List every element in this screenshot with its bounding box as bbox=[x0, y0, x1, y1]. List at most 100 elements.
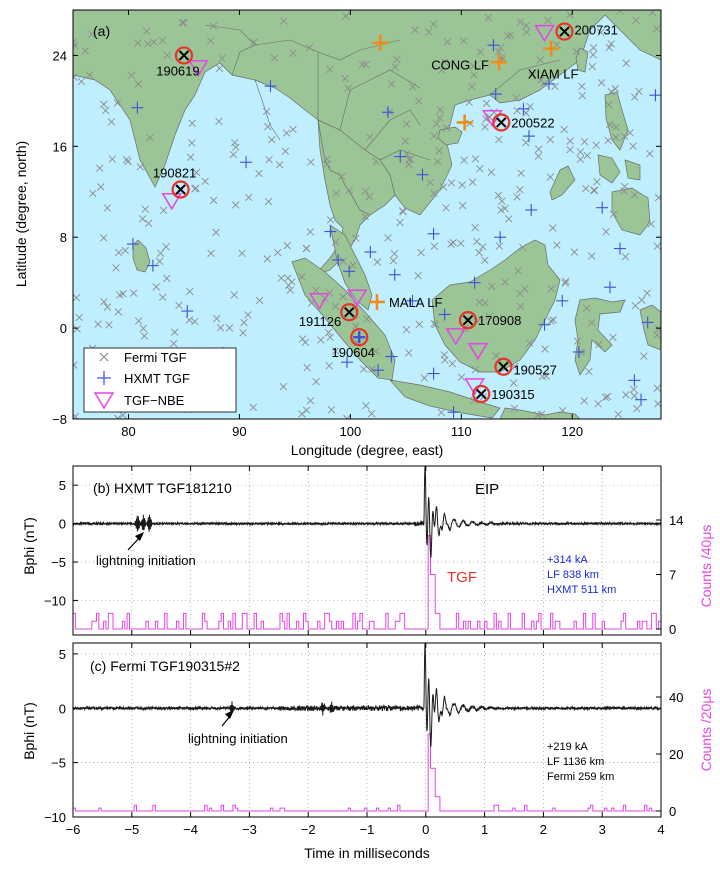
land-sulawesi bbox=[574, 297, 626, 376]
fermi-tgf-marker bbox=[331, 238, 340, 246]
hxmt-tgf-marker bbox=[489, 88, 502, 101]
fermi-tgf-marker bbox=[582, 184, 590, 193]
fermi-tgf-marker bbox=[561, 279, 569, 287]
fermi-tgf-marker bbox=[605, 43, 613, 52]
fermi-tgf-marker bbox=[323, 160, 331, 168]
fermi-tgf-marker bbox=[597, 79, 606, 87]
right-tick-label: 7 bbox=[669, 568, 676, 583]
fermi-tgf-marker bbox=[476, 48, 485, 56]
fermi-tgf-marker bbox=[437, 408, 446, 417]
fermi-tgf-marker bbox=[344, 84, 352, 93]
fermi-tgf-marker bbox=[430, 242, 439, 250]
fermi-tgf-marker bbox=[331, 347, 340, 355]
fermi-tgf-marker bbox=[640, 352, 648, 360]
fermi-tgf-marker bbox=[103, 204, 112, 212]
fermi-tgf-marker bbox=[481, 256, 489, 265]
fermi-tgf-marker bbox=[100, 234, 108, 242]
panel-b-lf-distance: LF 838 km bbox=[547, 569, 599, 581]
fermi-tgf-marker bbox=[396, 218, 404, 227]
hxmt-tgf-marker bbox=[394, 150, 407, 163]
fermi-tgf-marker bbox=[603, 392, 612, 401]
fermi-tgf-marker bbox=[384, 234, 392, 242]
fermi-tgf-marker bbox=[107, 118, 116, 126]
hxmt-tgf-marker bbox=[556, 294, 569, 307]
x-tick-label: −6 bbox=[66, 822, 81, 837]
fermi-tgf-marker bbox=[77, 77, 86, 86]
fermi-tgf-marker bbox=[185, 316, 194, 324]
fermi-tgf-marker bbox=[277, 274, 285, 282]
fermi-tgf-marker bbox=[387, 80, 396, 88]
fermi-tgf-marker bbox=[607, 88, 616, 96]
fermi-tgf-marker bbox=[465, 98, 473, 107]
fermi-tgf-marker bbox=[602, 228, 610, 236]
fermi-tgf-marker bbox=[566, 145, 574, 154]
event-label: 191126 bbox=[299, 314, 341, 329]
panel-c-label: (c) Fermi TGF190315#2 bbox=[90, 658, 240, 674]
fermi-tgf-marker bbox=[298, 335, 307, 343]
fermi-tgf-marker bbox=[429, 20, 438, 28]
tgf-event-marker bbox=[492, 113, 511, 132]
hxmt-tgf-marker bbox=[494, 231, 507, 244]
tgf-event-marker bbox=[350, 328, 369, 347]
fermi-tgf-marker bbox=[653, 384, 661, 392]
fermi-tgf-marker bbox=[589, 44, 598, 52]
panel-b-initiation-arrow bbox=[127, 532, 144, 551]
fermi-tgf-marker bbox=[580, 397, 588, 405]
fermi-tgf-marker bbox=[605, 101, 613, 109]
hxmt-tgf-marker bbox=[324, 225, 337, 238]
fermi-tgf-marker bbox=[620, 182, 629, 191]
event-markers: 200731 190619 200522 190821 191126 190604 1709… bbox=[153, 22, 618, 404]
fermi-tgf-marker bbox=[653, 24, 661, 33]
fermi-tgf-marker bbox=[225, 324, 234, 332]
fermi-tgf-marker bbox=[468, 178, 477, 186]
fermi-tgf-marker bbox=[108, 155, 117, 163]
fermi-tgf-marker bbox=[440, 351, 448, 359]
land-visayas bbox=[597, 154, 641, 184]
x-tick-label: −2 bbox=[301, 822, 316, 837]
y-tick-label: −10 bbox=[44, 593, 66, 608]
fermi-tgf-marker bbox=[303, 363, 311, 372]
fermi-tgf-marker bbox=[587, 319, 596, 327]
fermi-tgf-marker bbox=[391, 63, 399, 71]
fermi-tgf-marker bbox=[209, 196, 218, 205]
fermi-tgf-marker bbox=[561, 277, 570, 286]
fermi-tgf-marker bbox=[435, 147, 443, 155]
fermi-tgf-marker bbox=[560, 125, 568, 134]
fermi-tgf-marker bbox=[448, 359, 457, 368]
fermi-tgf-marker bbox=[169, 339, 178, 348]
fermi-tgf-marker bbox=[207, 249, 215, 258]
fermi-tgf-marker bbox=[479, 243, 487, 251]
fermi-tgf-marker bbox=[620, 132, 629, 140]
hxmt-tgf-marker bbox=[416, 168, 429, 181]
y-tick-label: 0 bbox=[59, 701, 66, 716]
fermi-tgf-marker bbox=[136, 163, 145, 171]
fermi-tgf-marker bbox=[505, 215, 513, 223]
land-borneo bbox=[431, 239, 561, 373]
fermi-tgf-marker bbox=[302, 244, 311, 253]
fermi-tgf-marker bbox=[361, 187, 370, 195]
fermi-tgf-marker bbox=[401, 137, 410, 145]
right-tick-label: 14 bbox=[669, 513, 683, 528]
fermi-tgf-marker bbox=[430, 132, 438, 140]
lf-station-marker bbox=[543, 40, 560, 57]
fermi-tgf-marker bbox=[332, 189, 341, 198]
fermi-tgf-marker bbox=[457, 373, 466, 381]
fermi-tgf-marker bbox=[594, 400, 602, 408]
fermi-tgf-marker bbox=[358, 60, 367, 69]
hxmt-tgf-marker bbox=[438, 308, 451, 321]
tgf-nbe-marker bbox=[467, 342, 489, 361]
right-tick-label: 0 bbox=[669, 622, 676, 637]
fermi-tgf-marker bbox=[362, 60, 370, 69]
hxmt-tgf-marker bbox=[487, 39, 500, 52]
fermi-tgf-marker bbox=[138, 215, 147, 223]
panel-c-waveform bbox=[73, 643, 661, 748]
fermi-tgf-marker bbox=[497, 206, 505, 214]
fermi-tgf-marker bbox=[629, 142, 637, 150]
fermi-tgf-marker bbox=[312, 377, 320, 386]
fermi-tgf-marker bbox=[75, 313, 83, 322]
fermi-tgf-marker bbox=[209, 22, 218, 30]
fermi-tgf-marker bbox=[549, 224, 557, 232]
fermi-tgf-marker bbox=[263, 255, 272, 263]
fermi-tgf-marker bbox=[492, 352, 500, 360]
